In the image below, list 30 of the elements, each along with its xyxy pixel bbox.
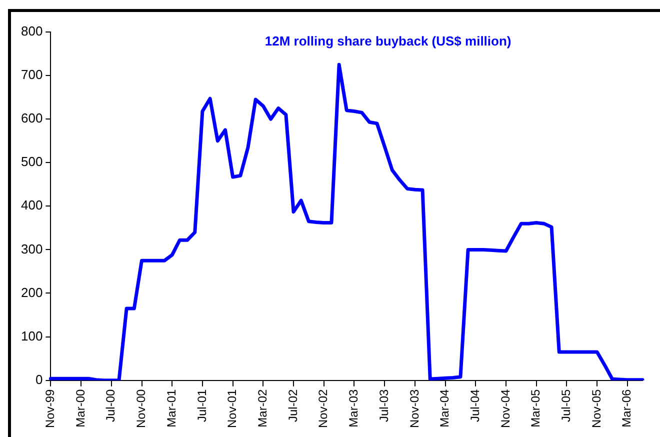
y-tick-label: 400 bbox=[20, 198, 43, 213]
x-tick-label: Jul-01 bbox=[194, 388, 209, 422]
y-tick-label: 700 bbox=[20, 67, 43, 82]
x-tick-label: Nov-02 bbox=[316, 388, 330, 428]
x-tick-label: Jul-04 bbox=[468, 388, 482, 422]
x-tick-label: Mar-01 bbox=[164, 388, 178, 428]
y-tick-label: 800 bbox=[20, 24, 43, 39]
x-tick-label: Jul-03 bbox=[376, 388, 391, 422]
y-tick-label: 300 bbox=[20, 241, 43, 256]
x-tick-label: Nov-99 bbox=[43, 388, 57, 428]
x-tick-label: Nov-00 bbox=[134, 388, 148, 428]
x-tick-label: Mar-06 bbox=[620, 388, 634, 428]
x-tick-label: Nov-04 bbox=[498, 388, 512, 428]
x-tick-label: Jul-02 bbox=[286, 388, 300, 422]
x-tick-label: Mar-05 bbox=[528, 388, 543, 428]
x-tick-label: Mar-02 bbox=[255, 388, 270, 428]
x-tick-label: Mar-04 bbox=[438, 388, 452, 428]
x-tick-label: Nov-01 bbox=[225, 388, 240, 428]
y-tick-label: 600 bbox=[20, 110, 43, 126]
y-tick-label: 0 bbox=[35, 372, 43, 387]
x-tick-label: Nov-05 bbox=[589, 388, 604, 428]
chart-title: 12M rolling share buyback (US$ million) bbox=[264, 34, 512, 49]
y-tick-label: 500 bbox=[20, 154, 43, 170]
y-tick-label: 100 bbox=[20, 328, 43, 344]
x-tick-label: Jul-05 bbox=[559, 388, 574, 422]
x-tick-label: Mar-00 bbox=[73, 388, 88, 428]
y-tick-label: 200 bbox=[20, 284, 43, 300]
x-tick-label: Jul-00 bbox=[104, 388, 118, 422]
x-tick-label: Mar-03 bbox=[346, 388, 361, 428]
x-tick-label: Nov-03 bbox=[407, 388, 422, 428]
